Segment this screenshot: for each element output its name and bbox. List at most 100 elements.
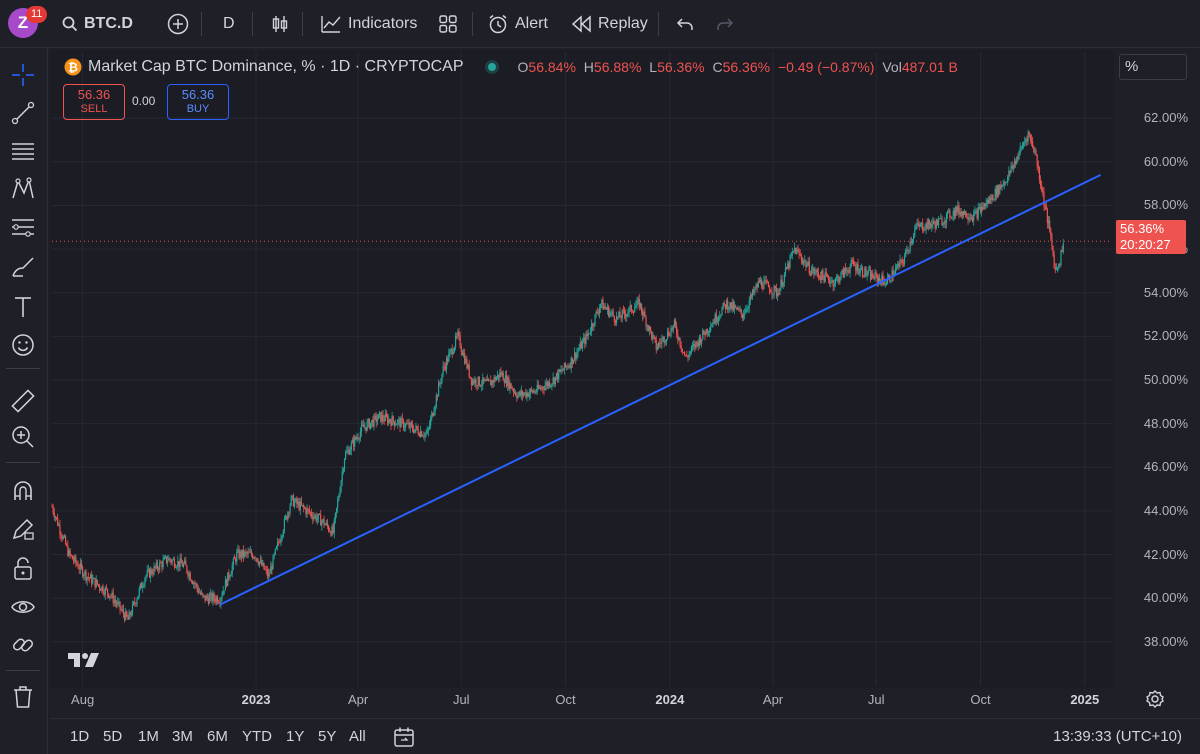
candle-body	[742, 314, 745, 318]
interval-button[interactable]: D	[223, 0, 235, 48]
candle-body	[659, 342, 661, 344]
candle-body	[863, 275, 865, 277]
range-button-6m[interactable]: 6M	[207, 728, 228, 745]
candle-body	[313, 516, 315, 520]
candle-body	[280, 538, 282, 543]
candle-body	[433, 411, 435, 416]
candle-body	[334, 512, 337, 520]
candle-body	[786, 267, 788, 269]
buy-button[interactable]: 56.36 BUY	[167, 84, 229, 120]
candle-body	[128, 612, 130, 620]
candle-body	[676, 326, 678, 335]
candle-body	[333, 519, 335, 533]
pattern-tool[interactable]	[8, 174, 38, 204]
candle-body	[286, 516, 288, 520]
candle-body	[981, 206, 983, 212]
text-tool[interactable]	[8, 292, 38, 322]
trend-line-tool[interactable]	[8, 98, 38, 128]
candle-body	[615, 316, 618, 323]
candle-body	[208, 595, 211, 604]
go-to-date-icon[interactable]	[392, 725, 416, 749]
sell-button[interactable]: 56.36 SELL	[63, 84, 125, 120]
compare-button[interactable]	[167, 0, 189, 48]
candle-body	[185, 560, 187, 566]
candle-body	[80, 563, 83, 567]
measure-tool[interactable]	[8, 386, 38, 416]
candle-body	[878, 277, 881, 281]
candle-body	[850, 260, 852, 267]
candle-body	[966, 217, 968, 218]
candle-body	[662, 336, 664, 340]
redo-button[interactable]	[716, 0, 734, 48]
fib-tool[interactable]	[8, 136, 38, 166]
candle-body	[816, 269, 818, 273]
candle-body	[398, 419, 400, 421]
candle-body	[847, 270, 849, 273]
crosshair-tool[interactable]	[8, 60, 38, 90]
candle-body	[545, 382, 547, 386]
candle-body	[55, 517, 58, 518]
undo-button[interactable]	[676, 0, 694, 48]
candle-body	[807, 261, 809, 265]
candle-body	[1017, 157, 1019, 160]
candle-body	[859, 268, 861, 273]
candle-body	[282, 530, 284, 536]
candle-body	[252, 554, 254, 559]
range-button-5y[interactable]: 5Y	[318, 728, 337, 745]
candle-body	[942, 224, 944, 226]
range-button-3m[interactable]: 3M	[172, 728, 193, 745]
lock-tool[interactable]	[8, 554, 38, 584]
scale-mode-field[interactable]: %	[1119, 54, 1187, 80]
candle-body	[825, 272, 827, 276]
candle-body	[711, 325, 713, 327]
replay-button[interactable]: Replay	[571, 0, 648, 48]
indicators-button[interactable]: Indicators	[320, 0, 417, 48]
candle-body	[123, 614, 126, 620]
candle-body	[110, 595, 112, 597]
chart-type-button[interactable]	[270, 0, 290, 48]
candle-body	[111, 592, 113, 597]
candle-body	[704, 334, 706, 336]
candle-body	[960, 211, 962, 217]
candle-body	[856, 263, 858, 271]
magnet-tool[interactable]	[8, 476, 38, 506]
candle-body	[788, 263, 790, 268]
drawing-mode-tool[interactable]	[8, 514, 38, 544]
emoji-tool[interactable]	[8, 330, 38, 360]
alert-button[interactable]: Alert	[487, 0, 548, 48]
notification-badge[interactable]: 11	[26, 6, 48, 23]
visibility-tool[interactable]	[8, 592, 38, 622]
zoom-tool[interactable]	[8, 422, 38, 452]
range-button-all[interactable]: All	[349, 728, 366, 745]
sync-drawings-tool[interactable]	[8, 630, 38, 660]
remove-drawings-tool[interactable]	[8, 682, 38, 712]
candle-body	[419, 431, 422, 437]
range-button-1d[interactable]: 1D	[70, 728, 90, 745]
range-button-1m[interactable]: 1M	[138, 728, 159, 745]
brush-tool[interactable]	[8, 252, 38, 282]
forecast-tool[interactable]	[8, 212, 38, 242]
candle-body	[648, 326, 651, 331]
candle-body	[579, 342, 581, 349]
layouts-button[interactable]	[438, 0, 458, 48]
candle-body	[1051, 235, 1053, 247]
legend-title[interactable]: Market Cap BTC Dominance, % · 1D · CRYPT…	[88, 58, 464, 75]
candle-body	[467, 364, 469, 369]
candle-body	[691, 346, 694, 348]
price-axis[interactable]: 62.00%60.00%58.00%56.00%54.00%52.00%50.0…	[1114, 90, 1200, 688]
top-toolbar: Z 11 BTC.D D Indicators Alert Replay	[0, 0, 1200, 48]
range-button-5d[interactable]: 5D	[103, 728, 123, 745]
candle-body	[871, 272, 873, 280]
range-button-ytd[interactable]: YTD	[242, 728, 272, 745]
current-price-value: 56.36%	[1120, 221, 1165, 236]
timezone-clock[interactable]: 13:39:33 (UTC+10)	[1053, 728, 1182, 745]
chart-settings-icon[interactable]	[1145, 689, 1165, 709]
candle-body	[852, 260, 855, 265]
symbol-search[interactable]: BTC.D	[62, 0, 133, 48]
range-button-1y[interactable]: 1Y	[286, 728, 305, 745]
candle-body	[855, 265, 857, 271]
candle-body	[820, 276, 822, 281]
candle-body	[1001, 185, 1003, 188]
candle-body	[283, 518, 286, 531]
